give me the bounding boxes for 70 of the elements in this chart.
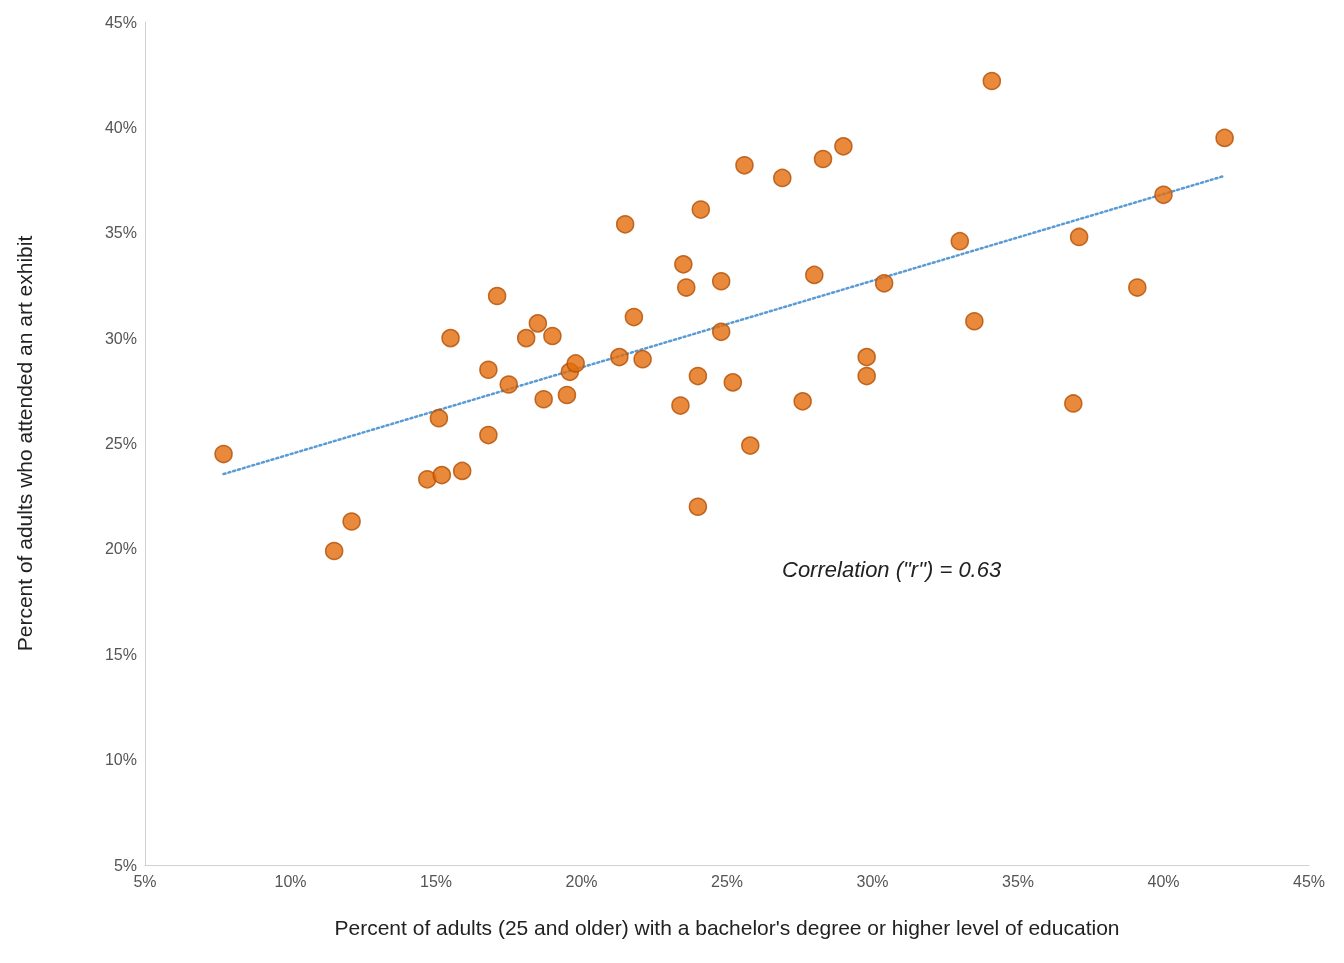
point bbox=[857, 366, 876, 386]
x-tick-label: 35% bbox=[1001, 872, 1035, 890]
point bbox=[499, 375, 518, 394]
y-tick-label: 45% bbox=[104, 13, 137, 31]
y-tick-label: 5% bbox=[113, 856, 137, 874]
point bbox=[711, 322, 731, 342]
x-tick-label: 5% bbox=[133, 872, 157, 890]
point bbox=[418, 470, 437, 489]
point bbox=[528, 314, 548, 333]
point bbox=[441, 328, 460, 348]
point bbox=[950, 231, 970, 251]
point bbox=[543, 326, 562, 346]
x-tick-label: 10% bbox=[274, 872, 307, 890]
y-tick-label: 10% bbox=[104, 751, 137, 769]
point bbox=[688, 366, 708, 386]
x-tick-label: 25% bbox=[710, 872, 744, 890]
point bbox=[479, 360, 498, 379]
point bbox=[793, 392, 812, 411]
y-axis-title: Percent of adults who attended an art exhibit bbox=[13, 235, 36, 652]
point bbox=[711, 271, 731, 291]
x-tick-label: 15% bbox=[419, 872, 453, 890]
point bbox=[624, 307, 644, 327]
point bbox=[688, 497, 708, 516]
point bbox=[429, 408, 449, 428]
point bbox=[671, 396, 690, 415]
point bbox=[324, 541, 344, 561]
point bbox=[557, 385, 577, 405]
point bbox=[723, 373, 743, 392]
x-tick-label: 30% bbox=[856, 872, 889, 890]
point bbox=[432, 465, 452, 485]
y-tick-label: 25% bbox=[104, 435, 137, 452]
point bbox=[566, 354, 585, 373]
point bbox=[1215, 128, 1234, 148]
point bbox=[874, 274, 894, 293]
point bbox=[741, 436, 760, 455]
point bbox=[534, 390, 553, 409]
x-axis-title: Percent of adults (25 and older) with a bachelor's degree or higher level of education bbox=[334, 916, 1120, 939]
point bbox=[805, 265, 824, 285]
point bbox=[982, 71, 1002, 91]
y-tick-label: 40% bbox=[104, 118, 137, 136]
x-tick-label: 40% bbox=[1147, 872, 1180, 890]
y-tick-label: 30% bbox=[104, 329, 137, 347]
point bbox=[487, 286, 507, 306]
point bbox=[735, 156, 754, 175]
x-tick-label: 45% bbox=[1292, 872, 1326, 890]
y-tick-label: 20% bbox=[104, 540, 137, 558]
point bbox=[610, 347, 629, 367]
point bbox=[674, 255, 693, 274]
point bbox=[857, 347, 876, 367]
point bbox=[1069, 227, 1089, 247]
point bbox=[633, 349, 652, 369]
point bbox=[1128, 278, 1147, 297]
point bbox=[691, 200, 711, 219]
point bbox=[615, 215, 635, 234]
point bbox=[1064, 394, 1083, 413]
y-tick-label: 35% bbox=[104, 224, 137, 242]
y-tick-label: 15% bbox=[104, 645, 137, 663]
x-tick-label: 20% bbox=[565, 872, 598, 890]
point bbox=[479, 425, 498, 445]
point bbox=[834, 137, 853, 156]
point bbox=[516, 328, 536, 348]
point bbox=[1154, 185, 1173, 205]
point bbox=[773, 168, 792, 188]
point bbox=[214, 444, 233, 464]
point bbox=[342, 512, 361, 531]
annotation: Correlation ("r") = 0.63 bbox=[782, 556, 1002, 582]
point bbox=[677, 278, 696, 297]
point bbox=[965, 312, 984, 331]
point bbox=[813, 149, 833, 169]
point bbox=[452, 461, 472, 481]
